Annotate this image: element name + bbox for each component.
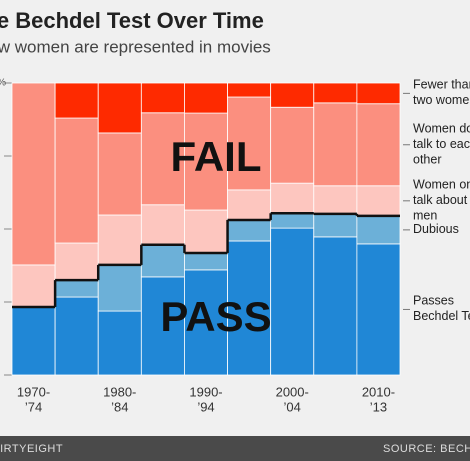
bar-segment	[184, 82, 228, 114]
bar-segment	[97, 132, 142, 216]
bar-segment	[97, 264, 142, 312]
footer-bar	[0, 436, 470, 461]
bar-segment	[313, 102, 358, 187]
bar-segment	[140, 276, 185, 376]
bar-segment	[270, 82, 315, 108]
bar-segment	[270, 212, 315, 229]
bar-segment	[11, 264, 56, 308]
bar-segment	[227, 82, 272, 98]
bar-segment	[356, 82, 401, 105]
x-tick-label: 1990-’94	[189, 385, 222, 415]
bar-segment	[227, 219, 272, 242]
legend-label: Fewer than two women	[413, 78, 470, 108]
bar-segment	[97, 214, 142, 266]
bar-segment	[356, 215, 401, 245]
bar-segment	[356, 243, 401, 376]
bar-segment	[270, 182, 315, 214]
x-tick-label: 2000-’04	[276, 385, 309, 415]
footer-brand: FIVETHIRTYEIGHT	[0, 443, 63, 455]
annotation: FAIL	[171, 133, 262, 180]
chart-title: The Bechdel Test Over Time	[0, 8, 264, 33]
annotation: PASS	[160, 293, 271, 340]
bar-segment	[270, 227, 315, 376]
bar-segment	[313, 213, 358, 238]
bar-segment	[97, 82, 142, 134]
bar-segment	[140, 112, 185, 206]
bar-segment	[270, 106, 315, 184]
bar-segment	[140, 204, 185, 246]
bar-segment	[11, 306, 56, 376]
bar-segment	[97, 310, 142, 376]
bar-segment	[313, 185, 358, 215]
bar-segment	[11, 82, 56, 266]
bar-segment	[356, 103, 401, 187]
y-tick-label: 100%	[0, 78, 6, 89]
bar-segment	[140, 82, 185, 114]
legend-label: Dubious	[413, 222, 459, 236]
bar-segment	[54, 82, 99, 119]
bar-segment	[54, 242, 99, 281]
footer-source: SOURCE: BECHDELTEST.COM	[383, 443, 470, 455]
x-tick-label: 1970-’74	[17, 385, 50, 415]
chart-subtitle: How women are represented in movies	[0, 37, 271, 56]
x-tick-label: 1980-’84	[103, 385, 136, 415]
bar-segment	[54, 279, 99, 298]
bar-segment	[227, 189, 272, 221]
legend-label: Women don'ttalk to eachother	[413, 122, 470, 167]
bar-segment	[356, 185, 401, 217]
bar-segment	[313, 82, 358, 104]
bar-segment	[184, 209, 228, 254]
bar-segment	[54, 296, 99, 376]
x-tick-label: 2010-’13	[362, 385, 395, 415]
bar-segment	[184, 252, 228, 271]
bar-segment	[140, 244, 185, 278]
bar-segment	[54, 117, 99, 244]
bar-segment	[313, 236, 358, 376]
